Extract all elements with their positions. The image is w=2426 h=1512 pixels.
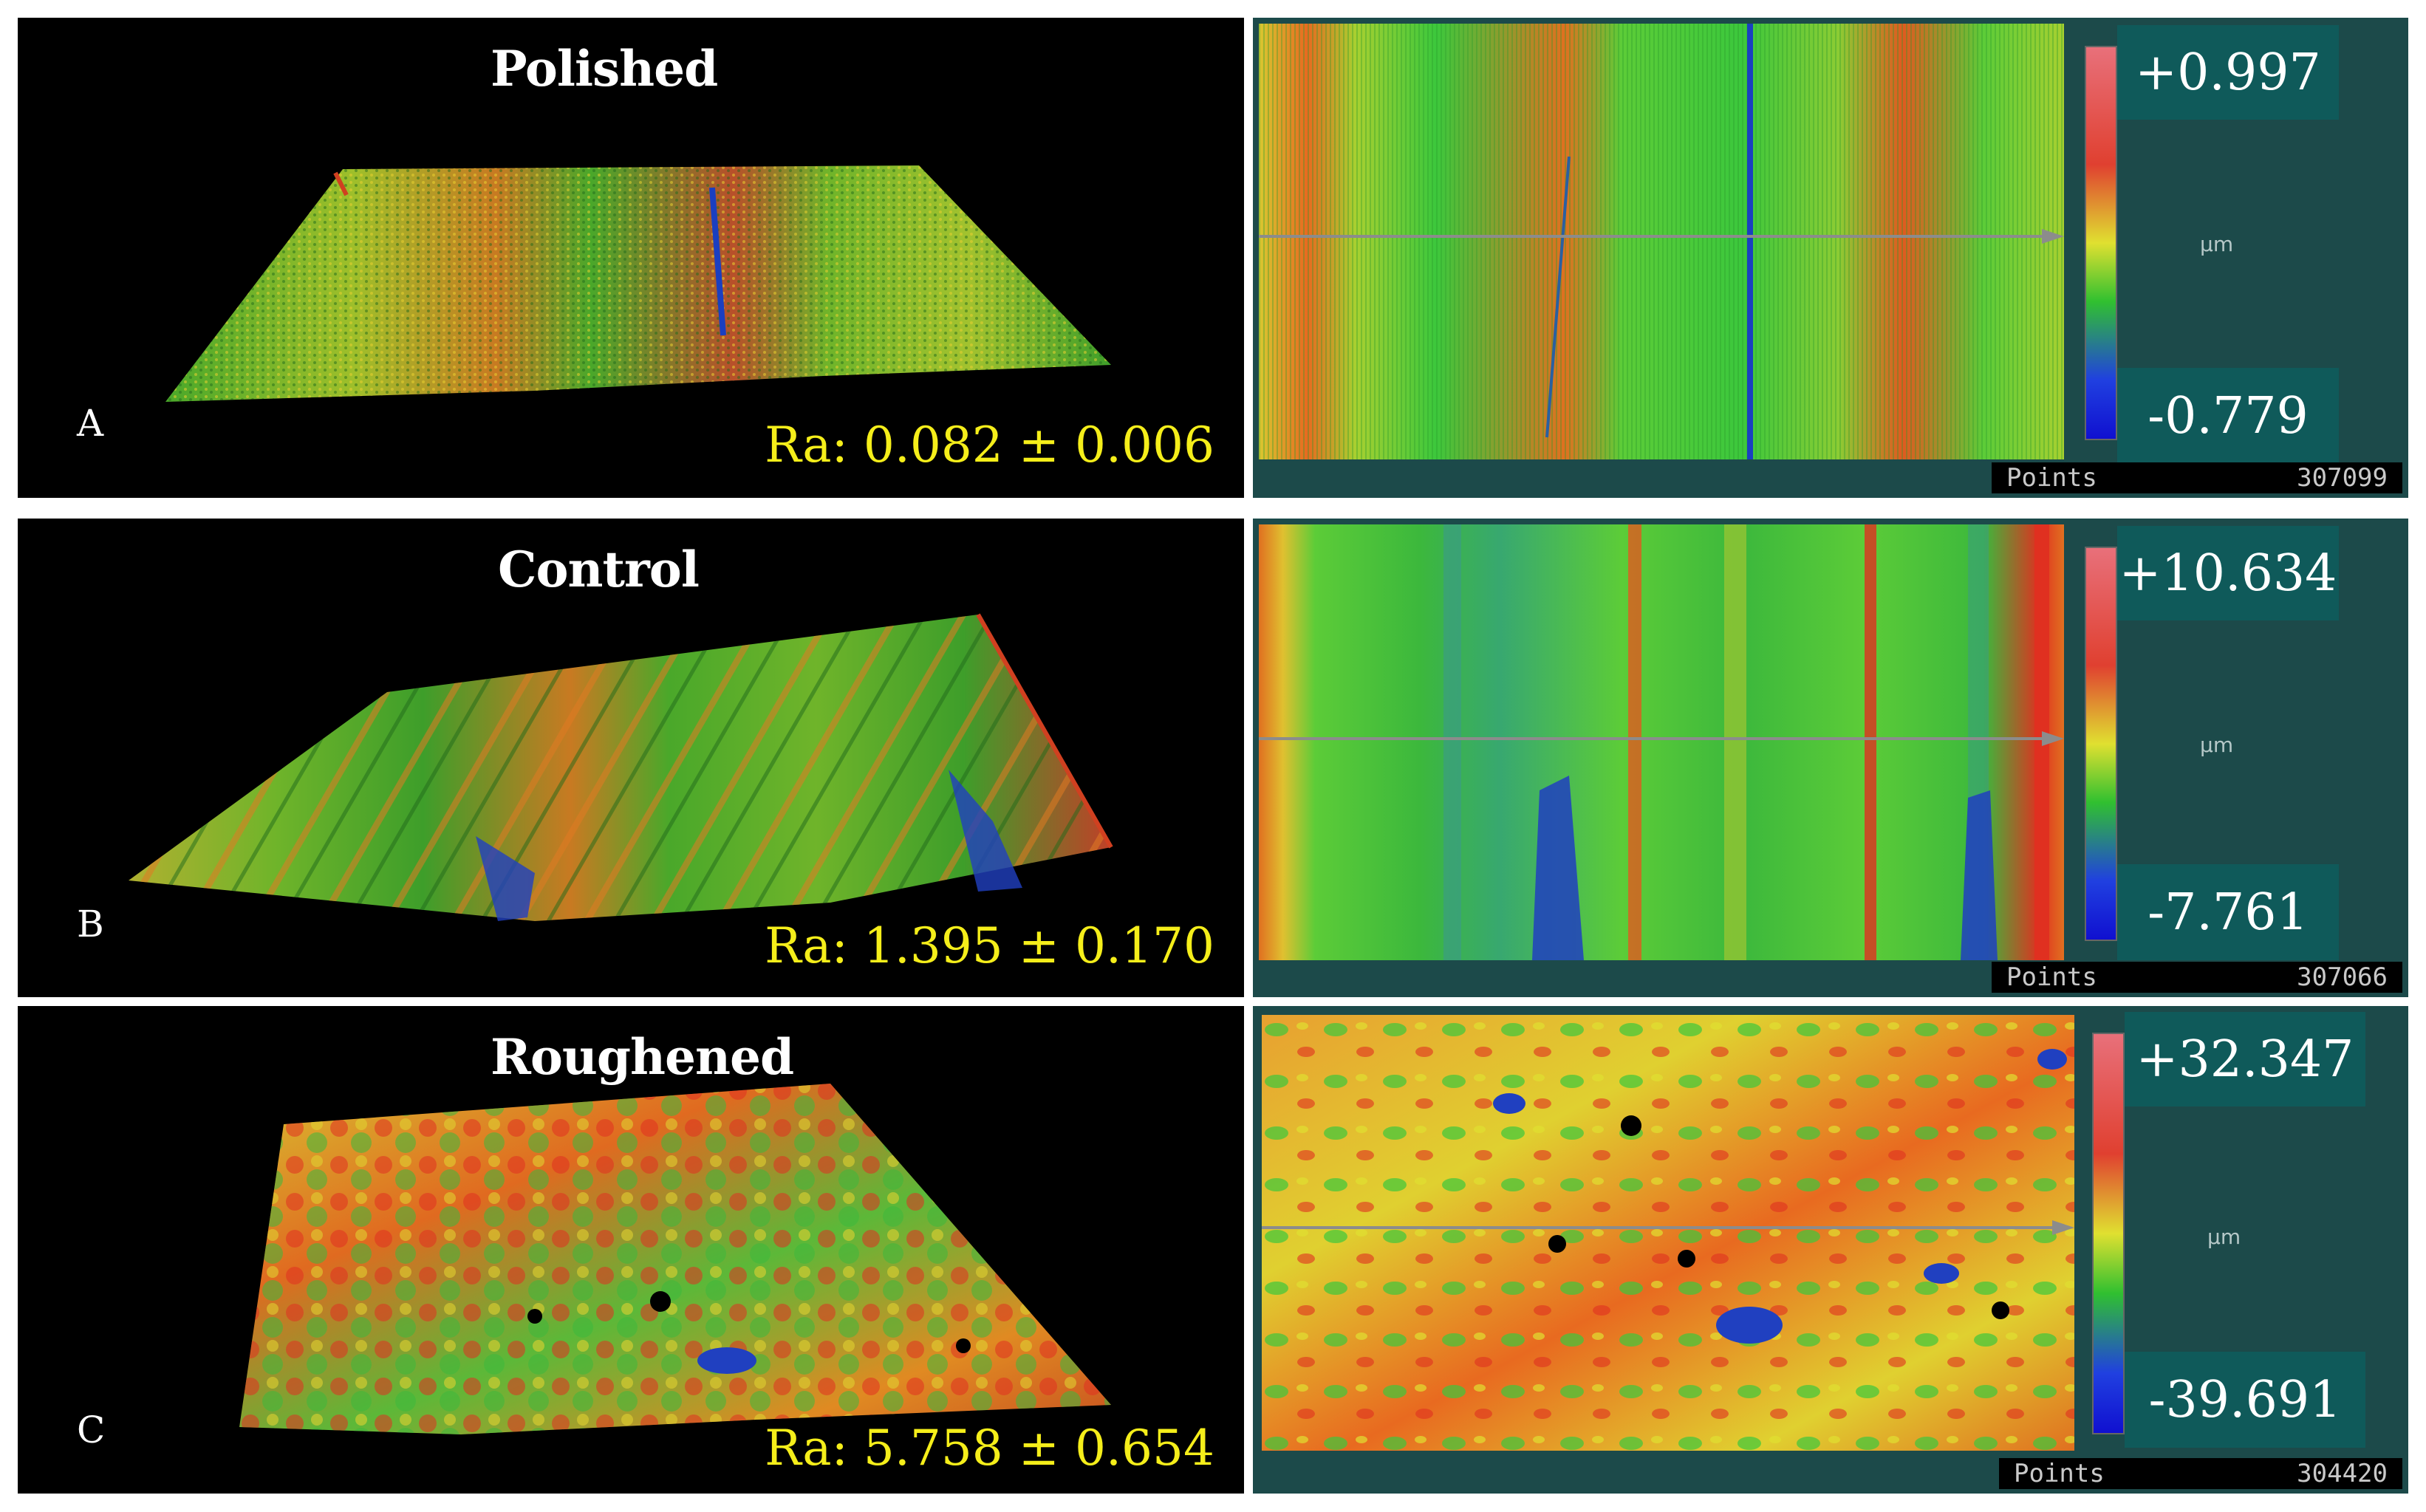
panel-polished: Polished A Ra: 0.082 ± 0.006 — [18, 18, 2408, 498]
height-map-control — [1259, 524, 2064, 960]
unit-label: µm — [2200, 232, 2234, 256]
color-scale-bar — [2085, 46, 2117, 440]
scale-min-value: -0.779 — [2117, 368, 2339, 464]
points-value: 307066 — [2297, 962, 2388, 992]
scale-min-value: -7.761 — [2117, 864, 2339, 960]
scale-max-value: +0.997 — [2117, 25, 2339, 120]
scale-min-value: -39.691 — [2125, 1352, 2365, 1448]
surface-3d-render-roughened — [239, 1084, 1111, 1434]
panel-letter: C — [77, 1409, 106, 1451]
height-map-view-roughened: +32.347 µm -39.691 Points 304420 — [1253, 1006, 2408, 1494]
points-counter: Points 307099 — [1992, 462, 2402, 493]
surface-3d-view-control: Control B Ra: 1.395 ± 0.170 — [18, 519, 1244, 997]
roughness-ra-label: Ra: 0.082 ± 0.006 — [765, 417, 1214, 473]
color-scale-bar — [2092, 1033, 2125, 1434]
height-map-polished — [1259, 24, 2064, 459]
points-value: 304420 — [2297, 1459, 2388, 1488]
points-label: Points — [2006, 962, 2097, 992]
surface-3d-render-control — [129, 613, 1113, 921]
height-map-roughened — [1262, 1015, 2074, 1451]
panel-roughened: Roughened C Ra: 5.758 ± 0.654 — [18, 1006, 2408, 1494]
surface-3d-view-polished: Polished A Ra: 0.082 ± 0.006 — [18, 18, 1244, 498]
panel-letter: A — [77, 402, 104, 445]
points-label: Points — [2006, 463, 2097, 493]
height-map-view-control: +10.634 µm -7.761 Points 307066 — [1253, 519, 2408, 997]
panel-letter: B — [77, 903, 104, 945]
height-map-view-polished: +0.997 µm -0.779 Points 307099 — [1253, 18, 2408, 498]
points-label: Points — [2014, 1459, 2105, 1488]
unit-label: µm — [2200, 733, 2234, 757]
roughness-ra-label: Ra: 5.758 ± 0.654 — [765, 1420, 1214, 1477]
sample-title: Polished — [491, 40, 718, 98]
unit-label: µm — [2207, 1225, 2241, 1249]
points-counter: Points 307066 — [1992, 962, 2402, 993]
sample-title: Roughened — [491, 1028, 794, 1086]
scale-max-value: +32.347 — [2125, 1012, 2365, 1106]
panel-control: Control B Ra: 1.395 ± 0.170 — [18, 519, 2408, 997]
roughness-ra-label: Ra: 1.395 ± 0.170 — [765, 917, 1214, 974]
scale-max-value: +10.634 — [2117, 526, 2339, 620]
sample-title: Control — [498, 541, 700, 598]
color-scale-bar — [2085, 547, 2117, 941]
points-value: 307099 — [2297, 463, 2388, 493]
surface-3d-view-roughened: Roughened C Ra: 5.758 ± 0.654 — [18, 1006, 1244, 1494]
points-counter: Points 304420 — [1999, 1458, 2402, 1489]
surface-3d-render-polished — [165, 165, 1111, 402]
